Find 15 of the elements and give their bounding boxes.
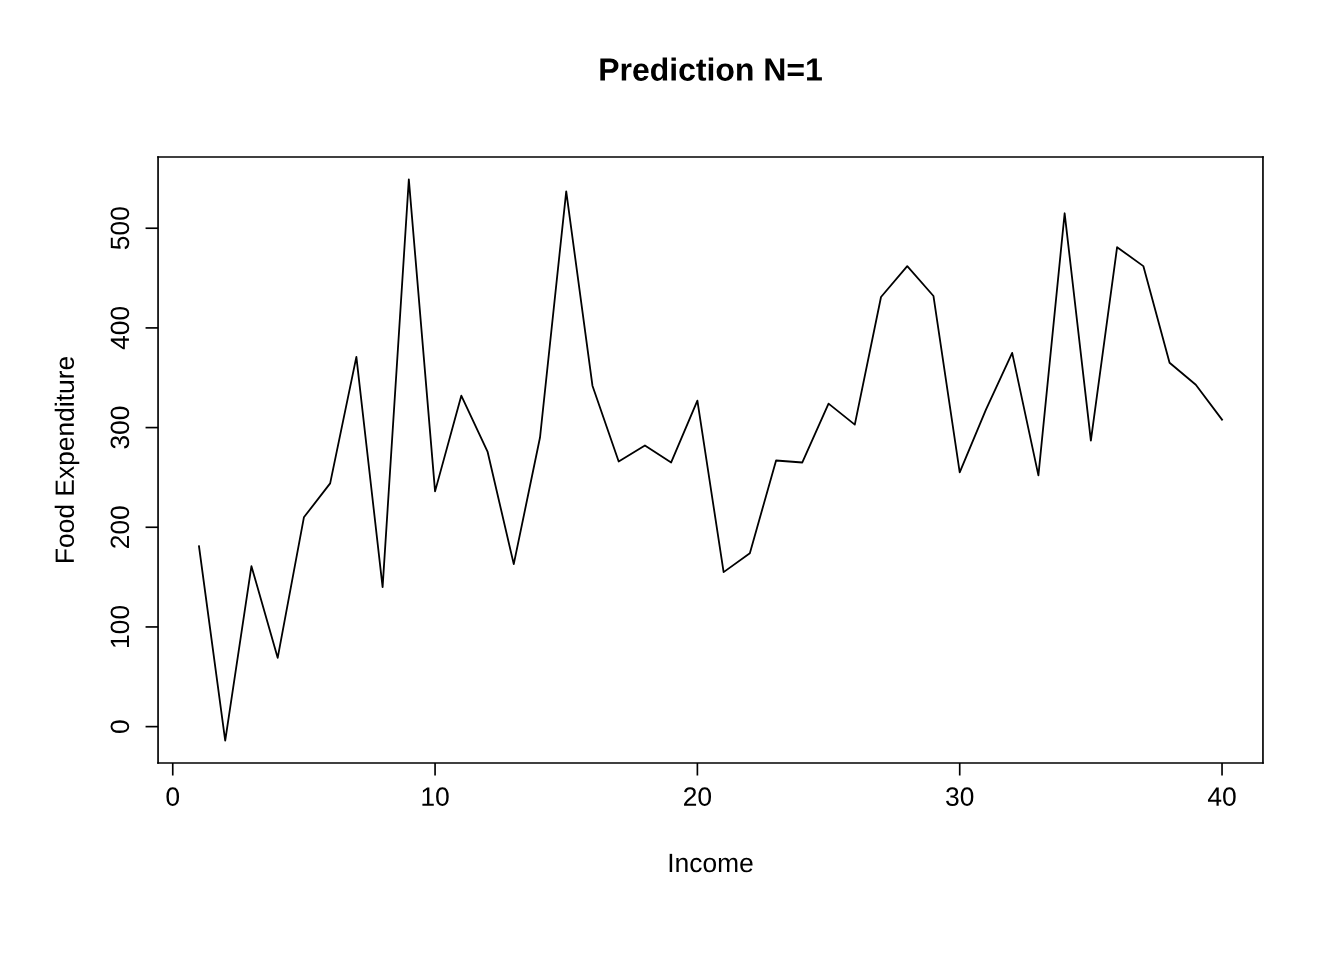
y-tick-label: 400: [110, 306, 130, 350]
line-series: [198, 178, 1223, 742]
y-tick-label: 0: [110, 720, 130, 733]
y-tick-label: 300: [110, 406, 130, 449]
chart-title: Prediction N=1: [600, 57, 822, 81]
x-tick-label: 30: [946, 787, 974, 806]
x-tick-label: 40: [1207, 787, 1236, 806]
y-tick-label: 500: [110, 207, 130, 250]
y-tick-label: 100: [110, 605, 130, 647]
x-tick-label: 0: [166, 787, 180, 806]
y-axis-title: Food Expenditure: [54, 356, 80, 562]
x-tick-label: 10: [422, 787, 449, 806]
y-tick-label: 200: [110, 506, 130, 548]
x-axis-title: Income: [669, 853, 753, 873]
x-tick-label: 20: [684, 787, 712, 806]
